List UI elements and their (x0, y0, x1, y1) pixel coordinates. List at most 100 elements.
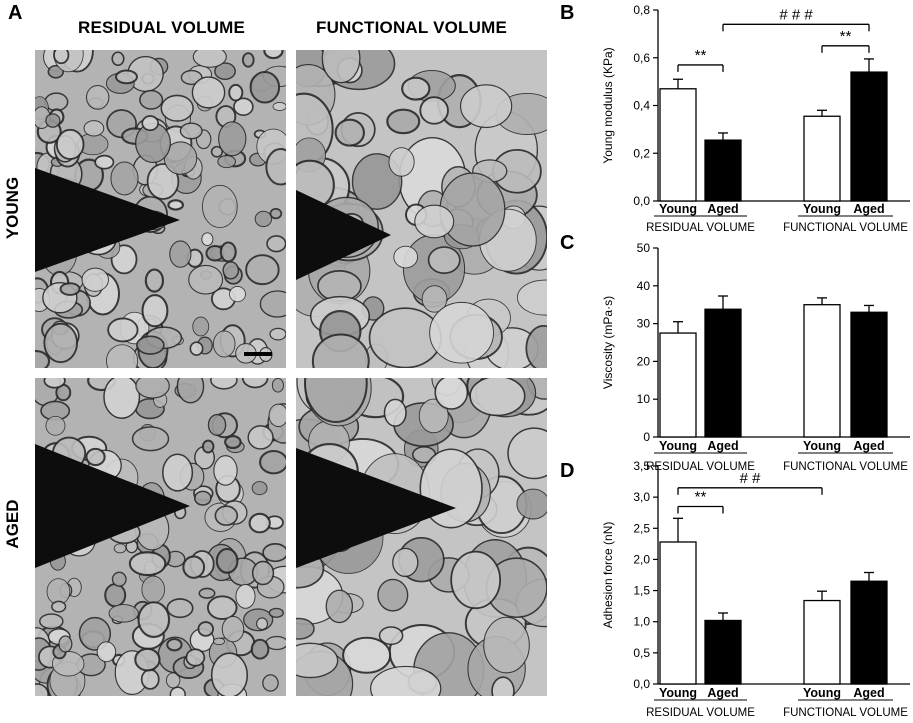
bar (850, 311, 888, 438)
alveolus-shape (483, 616, 530, 674)
alveolus-shape (197, 621, 214, 637)
alveolus-shape (221, 615, 245, 643)
alveolus-shape (210, 378, 238, 390)
alveolus-shape (189, 341, 204, 356)
alveolus-shape (169, 686, 186, 696)
alveolus-shape (110, 161, 139, 196)
category-label: Aged (707, 202, 738, 216)
category-label: Young (803, 439, 841, 453)
alveolus-shape (136, 335, 165, 355)
alveolus-shape (421, 285, 448, 313)
alveolus-shape (214, 62, 236, 81)
alveolus-shape (266, 235, 286, 253)
alveolus-shape (224, 435, 242, 450)
alveolus-shape (370, 665, 442, 696)
group-label: RESIDUAL VOLUME (646, 461, 755, 473)
y-tick-label: 1,0 (633, 615, 650, 629)
alveolus-shape (450, 550, 502, 610)
alveolus-shape (210, 652, 249, 696)
category-label: Aged (853, 686, 884, 700)
alveolus-shape (165, 672, 181, 689)
alveolus-shape (516, 279, 547, 316)
alveolus-shape (85, 447, 106, 467)
micrograph-young-functional (296, 50, 547, 368)
alveolus-shape (245, 254, 280, 286)
alveolus-shape (235, 583, 256, 609)
alveolus-shape (263, 50, 284, 60)
alveolus-shape (268, 403, 286, 428)
alveolus-shape (247, 425, 274, 450)
y-tick-label: 40 (637, 279, 651, 293)
alveolus-shape (115, 69, 138, 85)
y-tick-label: 2,0 (633, 552, 650, 566)
alveolus-shape (191, 76, 226, 109)
category-label: Young (659, 439, 697, 453)
alveolus-shape (128, 551, 167, 577)
alveolus-shape (107, 317, 139, 343)
alveolus-shape (182, 555, 206, 579)
alveolus-shape (256, 617, 269, 631)
bar (659, 541, 697, 685)
alveolus-shape (81, 267, 109, 292)
category-label: Aged (707, 686, 738, 700)
significance-marker: # # # (779, 6, 813, 23)
alveolus-shape (103, 378, 141, 419)
alveolus-shape (251, 560, 275, 586)
alveolus-shape (213, 637, 225, 646)
alveolus-shape (137, 601, 171, 638)
alveolus-shape (269, 327, 286, 341)
alveolus-shape (46, 578, 71, 605)
y-axis-label: Young modulus (KPa) (601, 47, 615, 163)
bar (850, 580, 888, 685)
alveolus-shape (249, 71, 281, 104)
alveolus-shape (469, 378, 526, 417)
alveolus-shape (113, 543, 127, 554)
alveolus-shape (434, 378, 469, 410)
alveolus-shape (192, 50, 227, 68)
alveolus-shape (188, 264, 224, 295)
significance-marker: ** (695, 47, 707, 64)
alveolus-shape (427, 246, 461, 275)
y-axis-label: Viscosity (mPa·s) (601, 296, 615, 389)
panel-label-c: C (560, 232, 575, 254)
alveolus-shape (414, 204, 455, 239)
alveolus-shape (193, 490, 212, 506)
bar (803, 115, 841, 202)
significance-marker: # # (740, 470, 762, 487)
alveolus-shape (111, 571, 127, 587)
y-tick-label: 0,6 (633, 51, 650, 65)
alveolus-shape (272, 102, 286, 111)
alveolus-shape (259, 290, 286, 318)
alveolus-shape (35, 349, 51, 368)
significance-marker: ** (695, 488, 707, 505)
alveolus-shape (378, 626, 404, 646)
alveolus-shape (96, 641, 117, 663)
alveolus-shape (167, 199, 185, 211)
cantilever-tip (296, 190, 391, 280)
bar (803, 304, 841, 438)
alveolus-shape (342, 636, 392, 674)
y-tick-label: 0,5 (633, 646, 650, 660)
alveolus-shape (259, 449, 286, 475)
alveolus-shape (206, 595, 238, 620)
alveolus-shape (516, 488, 547, 520)
alveolus-shape (351, 153, 403, 210)
alveolus-shape (185, 648, 206, 667)
alveolus-shape (55, 128, 85, 160)
bar (704, 619, 742, 685)
alveolus-shape (134, 647, 161, 672)
alveolus-shape (303, 378, 368, 423)
category-label: Young (803, 686, 841, 700)
alveolus-shape (217, 155, 236, 169)
y-tick-label: 0,0 (633, 677, 650, 691)
cantilever-tip (35, 444, 190, 568)
alveolus-shape (144, 268, 165, 293)
panel-label-b: B (560, 2, 575, 24)
chart-viscosity: 0 10 20 30 40 50 Viscosity (mPa·s) Young Aged You… (570, 234, 913, 474)
alveolus-shape (222, 261, 240, 280)
alveolus-shape (386, 108, 421, 135)
alveolus-shape (135, 378, 170, 399)
alveolus-shape (141, 115, 159, 132)
y-axis-label: Adhesion force (nN) (601, 522, 615, 629)
alveolus-shape (241, 52, 255, 68)
